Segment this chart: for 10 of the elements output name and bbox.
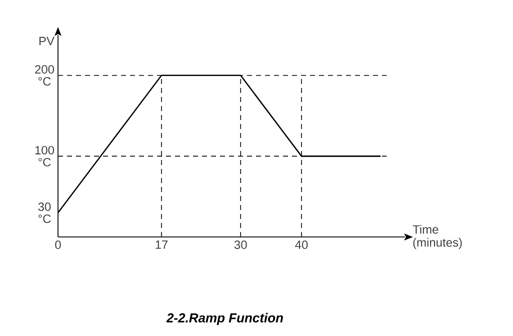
text: 2-2.Ramp Function [166, 312, 283, 326]
x-axis-title: Time (minutes) [412, 224, 462, 250]
y-tick-label: 200 °C [35, 65, 54, 86]
y-tick-label: 30 °C [38, 202, 51, 223]
y-tick-label: 100 °C [35, 146, 54, 166]
y-axis-title: PV [39, 36, 54, 46]
x-tick-label: 30 [234, 240, 247, 250]
x-tick-label: 40 [295, 240, 308, 250]
x-tick-label: 0 [55, 240, 61, 250]
x-tick-label: 17 [156, 240, 168, 249]
